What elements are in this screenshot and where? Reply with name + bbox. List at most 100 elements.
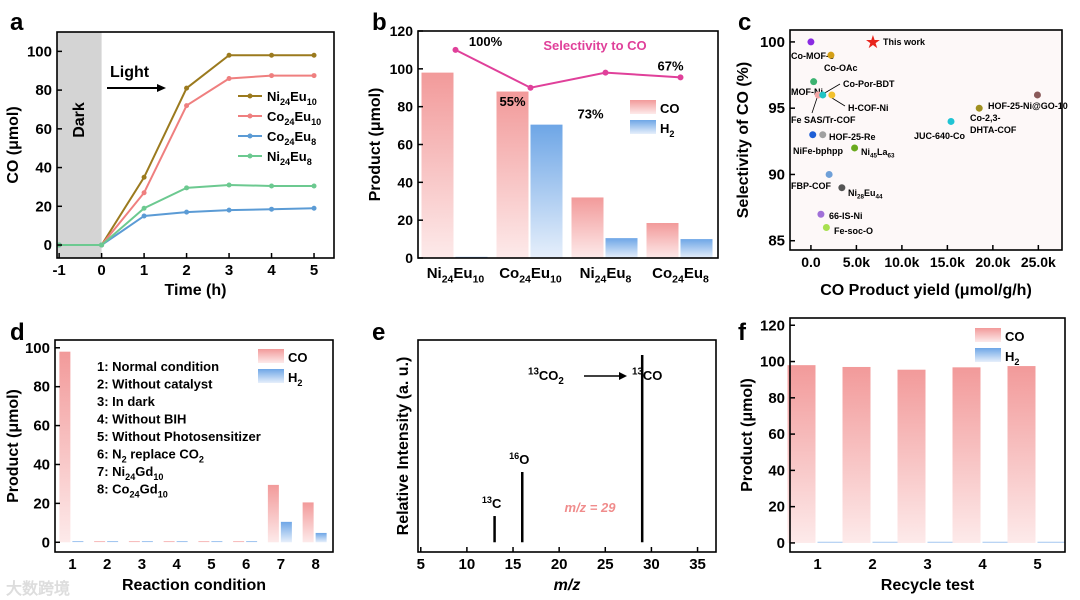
y-tick-label: 100 (25, 340, 50, 357)
x-tick-label: 0.0 (801, 254, 821, 270)
legend-marker (247, 93, 253, 99)
x-axis-label: Recycle test (881, 577, 975, 594)
point-label: H-COF-Ni (848, 103, 889, 113)
selectivity-label: 67% (657, 58, 683, 73)
h2-bar (605, 238, 638, 258)
point-label: Ni28Eu44 (848, 188, 883, 201)
y-tick-label: 0 (42, 534, 50, 551)
x-tick-label: Co24Eu8 (652, 265, 709, 286)
data-point (226, 52, 232, 58)
point-label: FBP-COF (791, 181, 831, 191)
scatter-point (825, 170, 833, 178)
selectivity-line (455, 49, 681, 89)
panel-letter-d: d (10, 319, 25, 346)
scatter-point (851, 144, 859, 152)
h2-bar (141, 541, 153, 543)
plot-frame-d (54, 339, 334, 553)
co-bar (59, 351, 71, 543)
x-tick-label: 4 (267, 262, 276, 279)
legend-swatch (258, 369, 284, 383)
y-axis-label: Product (μmol) (367, 88, 384, 202)
y-tick-label: 40 (33, 456, 50, 473)
point-label: HOF-25-Re (829, 132, 876, 142)
point-label: Co-Por-BDT (843, 79, 895, 89)
scatter-point (810, 78, 818, 86)
leader-line (811, 97, 818, 114)
co-bar (128, 541, 140, 543)
y-axis-label: Selectivity of CO (%) (735, 62, 752, 218)
point-label: 66-IS-Ni (829, 211, 863, 221)
legend-label: H2 (660, 121, 674, 139)
legend-label: CO (1005, 329, 1025, 344)
scatter-point (819, 91, 827, 99)
selectivity-label: 55% (499, 94, 525, 109)
panel-letter-f: f (738, 319, 747, 346)
panel-letter-c: c (738, 9, 751, 36)
arrow-head (619, 372, 627, 380)
scatter-point (807, 38, 815, 46)
point-label: Fe-soc-O (834, 226, 873, 236)
point-label: HOF-25-Ni@GO-10 (988, 101, 1068, 111)
scatter-point (975, 104, 983, 112)
condition-item: 5: Without Photosensitizer (97, 429, 261, 444)
x-tick-label: Co24Eu10 (499, 265, 562, 286)
star-icon: ★ (865, 32, 881, 52)
y-tick-label: 80 (397, 99, 413, 115)
data-point (311, 205, 317, 211)
point-label: Co-OAc (824, 63, 858, 73)
panel-letter-b: b (372, 9, 387, 36)
y-tick-label: 100 (27, 43, 52, 60)
h2-bar (211, 541, 223, 543)
h2-bar (72, 541, 84, 543)
y-tick-label: 20 (768, 499, 785, 516)
y-tick-label: 40 (397, 174, 413, 190)
leader-line (831, 97, 846, 107)
legend-swatch (630, 120, 656, 134)
panel-letter-e: e (372, 319, 385, 346)
data-point (141, 205, 147, 211)
data-point (269, 183, 275, 189)
point-label: NiFe-bphpp (793, 146, 843, 156)
y-tick-label: 85 (768, 233, 785, 250)
y-tick-label: 60 (33, 418, 50, 435)
x-tick-label: 35 (689, 556, 706, 573)
x-tick-label: 5 (1033, 556, 1041, 573)
legend-label: H2 (288, 370, 302, 388)
co-bar (952, 367, 981, 543)
data-point (311, 73, 317, 79)
plot-frame-e (417, 339, 717, 553)
dark-region (57, 32, 102, 258)
y-tick-label: 80 (768, 390, 785, 407)
plot-bg (790, 30, 1062, 250)
point-label: MOF-Ni (791, 87, 823, 97)
condition-item: 7: Ni24Gd10 (97, 464, 163, 482)
co-bar (233, 541, 245, 543)
arrow-head (157, 84, 166, 92)
y-tick-label: 0 (777, 535, 785, 552)
x-tick-label: 5 (310, 262, 318, 279)
h2-bar (246, 541, 258, 543)
x-tick-label: 2 (868, 556, 876, 573)
y-tick-label: 60 (768, 426, 785, 443)
co-bar (897, 369, 926, 543)
point-label: JUC-640-Co (914, 131, 966, 141)
scatter-point (817, 210, 825, 218)
x-tick-label: 15 (505, 556, 522, 573)
y-axis-label: CO (μmol) (5, 106, 22, 183)
data-point (269, 52, 275, 58)
co-bar (421, 72, 454, 258)
scatter-point (822, 223, 830, 231)
x-tick-label: 10 (459, 556, 476, 573)
scatter-point (819, 131, 827, 139)
selectivity-point (677, 74, 684, 81)
point-label: Ni45La63 (861, 147, 895, 160)
data-point (311, 52, 317, 58)
legend-swatch (630, 100, 656, 114)
selectivity-label: 100% (469, 34, 503, 49)
scatter-point (809, 131, 817, 139)
data-point (269, 206, 275, 212)
co-bar (267, 484, 279, 543)
x-axis-label: CO Product yield (μmol/g/h) (820, 282, 1032, 299)
legend-label: H2 (1005, 349, 1019, 367)
y-tick-label: 120 (390, 23, 414, 39)
